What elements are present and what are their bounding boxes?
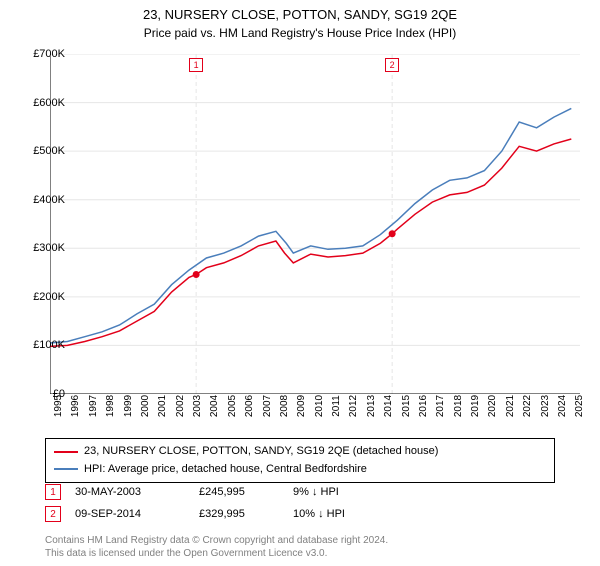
x-tick-label: 1997 <box>88 395 99 417</box>
transaction-price: £329,995 <box>199 508 279 520</box>
chart-container: 23, NURSERY CLOSE, POTTON, SANDY, SG19 2… <box>0 6 600 566</box>
legend-swatch-hpi <box>54 468 78 470</box>
x-tick-label: 1998 <box>105 395 116 417</box>
y-tick-label: £600K <box>23 97 65 109</box>
transaction-price: £245,995 <box>199 486 279 498</box>
x-tick-label: 2007 <box>262 395 273 417</box>
chart-svg <box>50 54 580 394</box>
x-tick-label: 2015 <box>401 395 412 417</box>
x-tick-label: 2010 <box>314 395 325 417</box>
x-tick-label: 1995 <box>53 395 64 417</box>
x-tick-label: 2017 <box>435 395 446 417</box>
table-row: 1 30-MAY-2003 £245,995 9% ↓ HPI <box>45 484 555 500</box>
footer-line-1: Contains HM Land Registry data © Crown c… <box>45 534 388 547</box>
x-tick-label: 2008 <box>279 395 290 417</box>
legend-label-property: 23, NURSERY CLOSE, POTTON, SANDY, SG19 2… <box>84 443 438 461</box>
y-tick-label: £700K <box>23 48 65 60</box>
x-tick-label: 2018 <box>453 395 464 417</box>
x-tick-label: 2023 <box>540 395 551 417</box>
transaction-table: 1 30-MAY-2003 £245,995 9% ↓ HPI 2 09-SEP… <box>45 484 555 528</box>
chart-title: 23, NURSERY CLOSE, POTTON, SANDY, SG19 2… <box>0 6 600 24</box>
transaction-diff: 9% ↓ HPI <box>293 486 383 498</box>
x-tick-label: 2013 <box>366 395 377 417</box>
legend-swatch-property <box>54 451 78 453</box>
x-tick-label: 2011 <box>331 395 342 417</box>
transaction-date: 09-SEP-2014 <box>75 508 185 520</box>
x-tick-label: 2021 <box>505 395 516 417</box>
plot-marker-2: 2 <box>385 58 399 72</box>
y-tick-label: £500K <box>23 145 65 157</box>
x-tick-label: 2024 <box>557 395 568 417</box>
x-tick-label: 2022 <box>522 395 533 417</box>
marker-badge-1: 1 <box>45 484 61 500</box>
x-tick-label: 2025 <box>574 395 585 417</box>
marker-badge-2: 2 <box>45 506 61 522</box>
x-tick-label: 2012 <box>348 395 359 417</box>
legend: 23, NURSERY CLOSE, POTTON, SANDY, SG19 2… <box>45 438 555 483</box>
x-tick-label: 2006 <box>244 395 255 417</box>
y-tick-label: £100K <box>23 339 65 351</box>
footer: Contains HM Land Registry data © Crown c… <box>45 534 388 560</box>
x-tick-label: 2000 <box>140 395 151 417</box>
x-tick-label: 2001 <box>157 395 168 417</box>
footer-line-2: This data is licensed under the Open Gov… <box>45 547 388 560</box>
x-tick-label: 2016 <box>418 395 429 417</box>
legend-row-hpi: HPI: Average price, detached house, Cent… <box>54 461 546 479</box>
x-tick-label: 1996 <box>70 395 81 417</box>
transaction-date: 30-MAY-2003 <box>75 486 185 498</box>
y-tick-label: £400K <box>23 194 65 206</box>
x-tick-label: 2014 <box>383 395 394 417</box>
transaction-diff: 10% ↓ HPI <box>293 508 383 520</box>
table-row: 2 09-SEP-2014 £329,995 10% ↓ HPI <box>45 506 555 522</box>
y-tick-label: £300K <box>23 242 65 254</box>
x-tick-label: 2005 <box>227 395 238 417</box>
x-tick-label: 2002 <box>175 395 186 417</box>
x-tick-label: 2004 <box>209 395 220 417</box>
y-tick-label: £200K <box>23 291 65 303</box>
x-tick-label: 2003 <box>192 395 203 417</box>
x-tick-label: 2009 <box>296 395 307 417</box>
chart-subtitle: Price paid vs. HM Land Registry's House … <box>0 26 600 40</box>
x-tick-label: 2020 <box>487 395 498 417</box>
chart-plot-area <box>50 54 580 394</box>
x-tick-label: 2019 <box>470 395 481 417</box>
legend-row-property: 23, NURSERY CLOSE, POTTON, SANDY, SG19 2… <box>54 443 546 461</box>
x-tick-label: 1999 <box>123 395 134 417</box>
plot-marker-1: 1 <box>189 58 203 72</box>
legend-label-hpi: HPI: Average price, detached house, Cent… <box>84 461 367 479</box>
